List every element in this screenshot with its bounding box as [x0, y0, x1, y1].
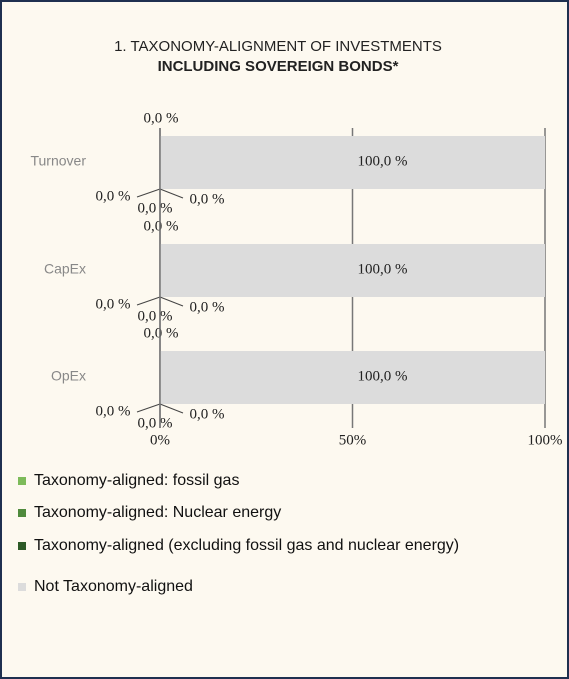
x-tick-label: 100%: [528, 432, 563, 448]
x-tick-label: 50%: [339, 432, 367, 448]
legend-swatch: [18, 477, 26, 485]
value-label: 100,0 %: [358, 261, 408, 277]
category-label: OpEx: [51, 368, 86, 384]
bar-segment: [160, 351, 545, 404]
leader-line: [136, 188, 161, 198]
legend-swatch: [18, 583, 26, 591]
legend-label: Taxonomy-aligned: Nuclear energy: [34, 504, 281, 521]
value-label: 100,0 %: [358, 153, 408, 169]
value-label: 0,0 %: [138, 415, 173, 431]
value-label: 0,0 %: [96, 403, 131, 419]
bar-segment: [160, 136, 545, 189]
category-label: CapEx: [44, 261, 86, 277]
legend-label: Taxonomy-aligned (excluding fossil gas a…: [34, 537, 459, 554]
leader-line: [136, 403, 161, 413]
bar-segment: [160, 244, 545, 297]
value-label: 0,0 %: [138, 200, 173, 216]
x-tick-label: 0%: [150, 432, 170, 448]
value-label: 0,0 %: [138, 308, 173, 324]
legend-label: Not Taxonomy-aligned: [34, 578, 193, 595]
leader-line: [159, 296, 184, 307]
legend-swatch: [18, 542, 26, 550]
value-label: 0,0 %: [96, 188, 131, 204]
leader-line: [159, 403, 184, 414]
chart-title: 1. TAXONOMY-ALIGNMENT OF INVESTMENTS: [114, 38, 442, 55]
value-label: 0,0 %: [144, 325, 179, 341]
category-label: Turnover: [30, 153, 86, 169]
value-label: 100,0 %: [358, 368, 408, 384]
value-label: 0,0 %: [144, 218, 179, 234]
value-label: 0,0 %: [190, 406, 225, 422]
value-label: 0,0 %: [144, 110, 179, 126]
leader-line: [159, 188, 184, 199]
leader-line: [136, 296, 161, 306]
value-label: 0,0 %: [190, 299, 225, 315]
value-label: 0,0 %: [96, 296, 131, 312]
legend-swatch: [18, 509, 26, 517]
legend-label: Taxonomy-aligned: fossil gas: [34, 472, 239, 489]
value-label: 0,0 %: [190, 191, 225, 207]
chart-subtitle: INCLUDING SOVEREIGN BONDS*: [158, 58, 399, 75]
